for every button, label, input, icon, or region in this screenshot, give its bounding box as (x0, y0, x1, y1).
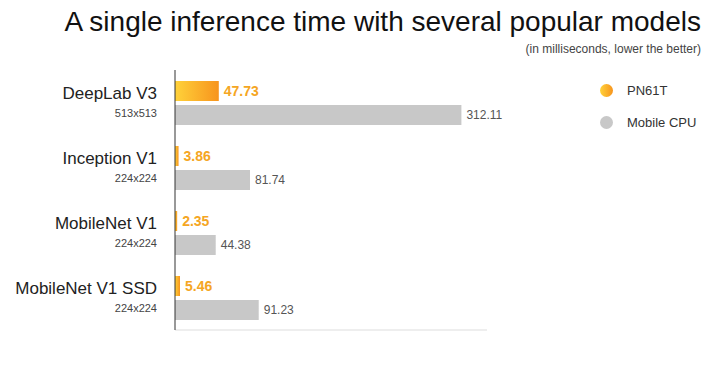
svg-text:81.74: 81.74 (255, 173, 285, 187)
svg-text:47.73: 47.73 (224, 83, 259, 99)
svg-text:224x224: 224x224 (115, 172, 157, 184)
svg-text:MobileNet V1 SSD: MobileNet V1 SSD (15, 279, 157, 298)
svg-text:MobileNet V1: MobileNet V1 (55, 214, 157, 233)
svg-text:312.11: 312.11 (466, 108, 502, 122)
html-text:PN61T: PN61T (627, 82, 668, 98)
svg-text:2.35: 2.35 (182, 213, 209, 229)
svg-text:224x224: 224x224 (115, 237, 157, 249)
svg-text:513x513: 513x513 (115, 107, 157, 119)
svg-text:3.86: 3.86 (184, 148, 211, 164)
svg-text:91.23: 91.23 (264, 303, 294, 317)
svg-text:224x224: 224x224 (115, 302, 157, 314)
html-text:Mobile CPU: Mobile CPU (627, 114, 697, 130)
html-text:(in milliseconds, lower the be: (in milliseconds, lower the better) (525, 42, 701, 56)
svg-text:44.38: 44.38 (221, 238, 251, 252)
svg-text:DeepLab V3: DeepLab V3 (62, 84, 157, 103)
svg-text:Inception V1: Inception V1 (62, 149, 157, 168)
svg-text:5.46: 5.46 (185, 278, 212, 294)
html-text:A single inference time with s: A single inference time with several pop… (64, 6, 701, 37)
